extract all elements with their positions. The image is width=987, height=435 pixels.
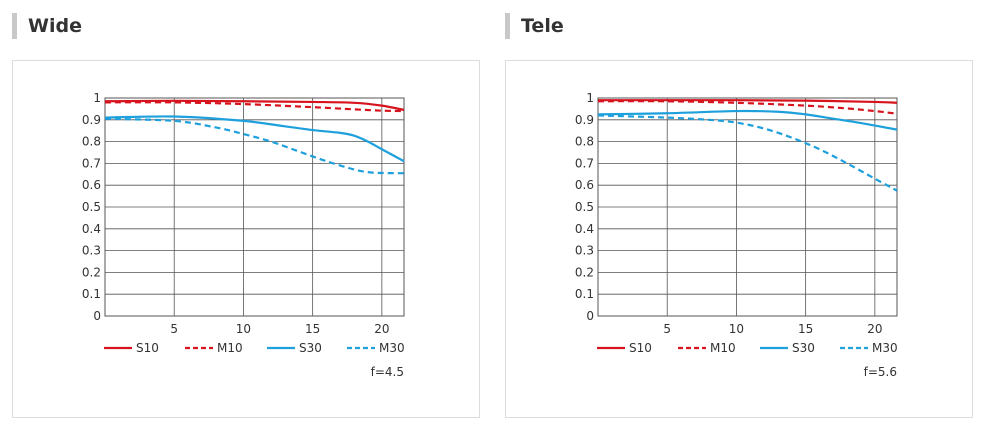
y-tick-label: 0.7 — [82, 156, 101, 170]
wide-title: Wide — [28, 15, 82, 37]
y-tick-label: 0.4 — [82, 222, 101, 236]
y-tick-label: 0.3 — [82, 244, 101, 258]
tele-title: Tele — [521, 15, 564, 37]
y-tick-label: 0 — [93, 309, 101, 323]
wide-chart-frame: 0 0.1 0.2 0.3 0.4 0.5 0.6 0.7 0.8 0.9 1 5 10 15 20 S10 M… — [12, 60, 480, 418]
legend-label-m10: M10 — [217, 341, 243, 355]
y-tick-label: 0.8 — [575, 135, 594, 149]
y-tick-label: 0.9 — [82, 113, 101, 127]
y-tick-label: 0 — [586, 309, 594, 323]
tele-panel: Tele 0 0.1 0.2 0.3 0.4 0.5 0.6 0.7 0.8 0.9 1 5 10 15 2… — [505, 0, 975, 435]
x-tick-label: 10 — [729, 322, 744, 336]
series-line-s30 — [104, 115, 405, 163]
y-tick-label: 1 — [93, 91, 101, 105]
plot-frame — [597, 97, 898, 317]
legend-label-s10: S10 — [136, 341, 159, 355]
legend-label-s10: S10 — [629, 341, 652, 355]
y-tick-label: 0.1 — [82, 287, 101, 301]
y-tick-label: 0.5 — [82, 200, 101, 214]
legend-label-m10: M10 — [710, 341, 736, 355]
y-tick-label: 0.8 — [82, 135, 101, 149]
legend-label-s30: S30 — [792, 341, 815, 355]
series-line-m10 — [597, 100, 898, 115]
wide-heading: Wide — [12, 12, 82, 40]
heading-accent-bar — [505, 13, 510, 39]
series-line-m10 — [104, 101, 405, 113]
legend-label-s30: S30 — [299, 341, 322, 355]
f-number-label: f=4.5 — [371, 365, 404, 379]
wide-panel: Wide 0 0.1 0.2 0.3 0.4 0.5 0.6 0.7 0.8 0.9 1 5 10 15 2… — [12, 0, 482, 435]
f-number-label: f=5.6 — [864, 365, 897, 379]
y-tick-label: 0.5 — [575, 200, 594, 214]
x-tick-label: 20 — [867, 322, 882, 336]
plot-frame — [104, 97, 405, 317]
legend-label-m30: M30 — [379, 341, 405, 355]
y-tick-label: 0.3 — [575, 244, 594, 258]
y-tick-label: 0.6 — [82, 178, 101, 192]
x-tick-label: 15 — [305, 322, 320, 336]
tele-chart-frame: 0 0.1 0.2 0.3 0.4 0.5 0.6 0.7 0.8 0.9 1 5 10 15 20 S10 M… — [505, 60, 973, 418]
tele-heading: Tele — [505, 12, 564, 40]
y-tick-label: 0.7 — [575, 156, 594, 170]
x-tick-label: 20 — [374, 322, 389, 336]
y-tick-label: 0.6 — [575, 178, 594, 192]
y-tick-label: 0.9 — [575, 113, 594, 127]
y-tick-label: 0.4 — [575, 222, 594, 236]
legend-label-m30: M30 — [872, 341, 898, 355]
y-tick-label: 0.2 — [82, 265, 101, 279]
series-line-m30 — [104, 117, 405, 175]
y-tick-label: 0.1 — [575, 287, 594, 301]
x-tick-label: 10 — [236, 322, 251, 336]
x-tick-label: 15 — [798, 322, 813, 336]
series-line-s30 — [597, 109, 898, 131]
x-tick-label: 5 — [663, 322, 671, 336]
series-line-m30 — [597, 114, 898, 192]
y-tick-label: 1 — [586, 91, 594, 105]
series-line-s10 — [104, 99, 405, 112]
heading-accent-bar — [12, 13, 17, 39]
y-tick-label: 0.2 — [575, 265, 594, 279]
x-tick-label: 5 — [170, 322, 178, 336]
